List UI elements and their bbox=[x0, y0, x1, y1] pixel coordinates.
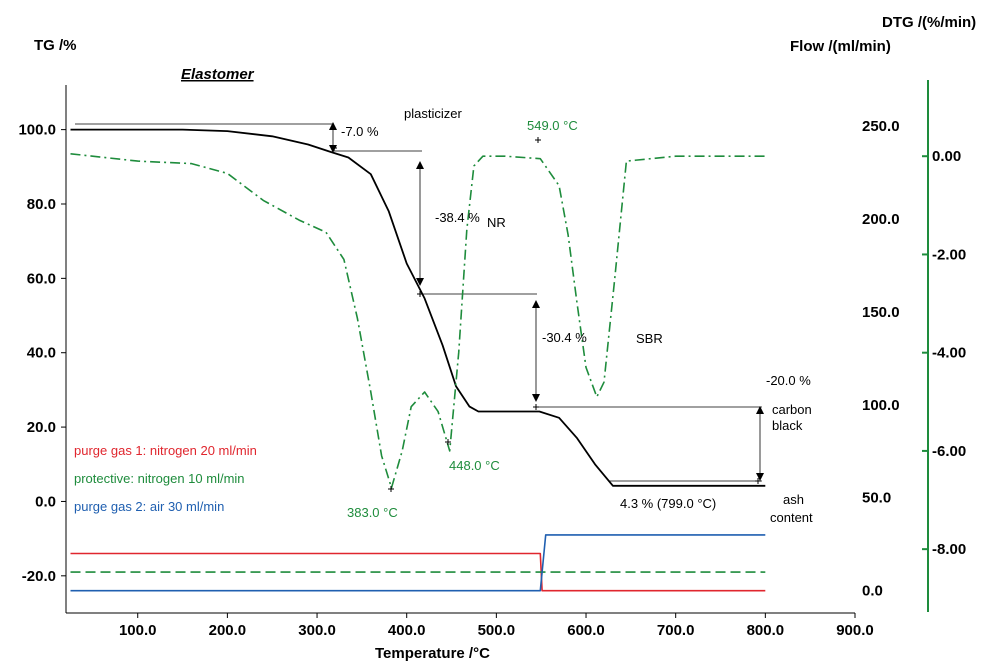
series-group bbox=[70, 128, 766, 592]
legend-protective: protective: nitrogen 10 ml/min bbox=[74, 471, 245, 486]
x-tick-label: 700.0 bbox=[657, 622, 695, 639]
point-markers bbox=[331, 137, 761, 492]
x-tick-label: 300.0 bbox=[298, 622, 336, 639]
x-tick-label: 100.0 bbox=[119, 622, 157, 639]
tg-tick-label: 80.0 bbox=[27, 196, 56, 213]
flow-tick-label: 0.0 bbox=[862, 583, 883, 600]
marker-peak-2 bbox=[445, 439, 451, 445]
x-tick-label: 900.0 bbox=[836, 622, 874, 639]
marker-tg-4 bbox=[755, 478, 761, 484]
annotation-step4: -20.0 % bbox=[766, 373, 811, 388]
dtg-tick-label: -2.00 bbox=[932, 246, 966, 263]
annotation-step3: -30.4 % bbox=[542, 330, 587, 345]
tg-curve bbox=[70, 128, 766, 487]
tg-ticks: 100.0 80.0 60.0 40.0 20.0 0.0 -20.0 bbox=[18, 122, 66, 585]
dtg-tick-label: -4.00 bbox=[932, 345, 966, 362]
step-arrows bbox=[329, 122, 764, 481]
flow-axis-label: Flow /(ml/min) bbox=[790, 38, 891, 55]
annotation-residue: 4.3 % (799.0 °C) bbox=[620, 496, 716, 511]
annotation-step1: -7.0 % bbox=[341, 124, 379, 139]
annotation-nr: NR bbox=[487, 215, 506, 230]
tg-tick-label: 60.0 bbox=[27, 270, 56, 287]
tg-axis-label: TG /% bbox=[34, 37, 77, 54]
annotation-plasticizer: plasticizer bbox=[404, 106, 462, 121]
marker-tg-1 bbox=[331, 145, 337, 151]
annotation-carbon-1: carbon bbox=[772, 402, 812, 417]
annotation-peak-3: 549.0 °C bbox=[527, 118, 578, 133]
tg-tick-label: 100.0 bbox=[18, 122, 56, 139]
marker-peak-3 bbox=[535, 137, 541, 143]
annotation-sbr: SBR bbox=[636, 331, 663, 346]
dtg-axis-label: DTG /(%/min) bbox=[882, 14, 976, 31]
x-tick-label: 200.0 bbox=[209, 622, 247, 639]
annotation-peak-2: 448.0 °C bbox=[449, 458, 500, 473]
annotation-ash-1: ash bbox=[783, 492, 804, 507]
tg-tick-label: 20.0 bbox=[27, 419, 56, 436]
legend-purge-gas-2: purge gas 2: air 30 ml/min bbox=[74, 499, 224, 514]
step-lines bbox=[75, 123, 762, 482]
dtg-tick-label: 0.00 bbox=[932, 148, 961, 165]
x-tick-label: 600.0 bbox=[567, 622, 605, 639]
x-tick-label: 800.0 bbox=[747, 622, 785, 639]
flow-tick-label: 200.0 bbox=[862, 211, 900, 228]
annotation-carbon-2: black bbox=[772, 418, 803, 433]
annotation-step2: -38.4 % bbox=[435, 210, 480, 225]
chart-title: Elastomer bbox=[181, 66, 255, 83]
purge-gas-2-curve bbox=[70, 534, 766, 592]
tg-tick-label: -20.0 bbox=[22, 568, 56, 585]
marker-tg-2 bbox=[417, 291, 423, 297]
tg-tick-label: 40.0 bbox=[27, 345, 56, 362]
dtg-ticks: 0.00 -2.00 -4.00 -6.00 -8.00 bbox=[922, 148, 966, 558]
x-tick-label: 400.0 bbox=[388, 622, 426, 639]
dtg-curve bbox=[70, 153, 766, 489]
annotation-ash-2: content bbox=[770, 510, 813, 525]
dtg-tick-label: -8.00 bbox=[932, 541, 966, 558]
legend-purge-gas-1: purge gas 1: nitrogen 20 ml/min bbox=[74, 443, 257, 458]
flow-tick-label: 100.0 bbox=[862, 397, 900, 414]
annotation-peak-1: 383.0 °C bbox=[347, 505, 398, 520]
x-tick-label: 500.0 bbox=[478, 622, 516, 639]
marker-tg-3 bbox=[533, 404, 539, 410]
x-ticks: 100.0 200.0 300.0 400.0 500.0 600.0 700.0 800.0… bbox=[119, 613, 874, 639]
flow-ticks: 250.0 200.0 150.0 100.0 50.0 0.0 bbox=[862, 118, 900, 600]
legend: purge gas 1: nitrogen 20 ml/min protecti… bbox=[74, 443, 257, 514]
flow-tick-label: 150.0 bbox=[862, 304, 900, 321]
flow-tick-label: 250.0 bbox=[862, 118, 900, 135]
flow-tick-label: 50.0 bbox=[862, 490, 891, 507]
marker-peak-1 bbox=[388, 486, 394, 492]
x-axis-label: Temperature /°C bbox=[375, 645, 490, 662]
tg-tick-label: 0.0 bbox=[35, 493, 56, 510]
dtg-tick-label: -6.00 bbox=[932, 443, 966, 460]
